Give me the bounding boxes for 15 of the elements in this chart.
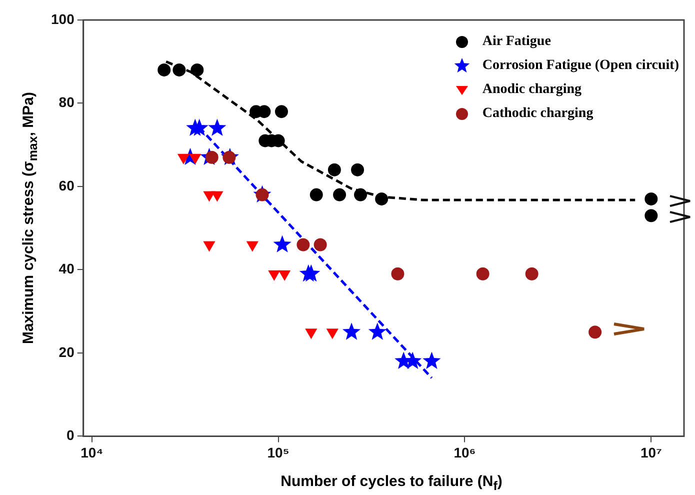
legend-label: Air Fatigue xyxy=(482,34,551,50)
x-tick-label: 10⁷ xyxy=(640,444,662,460)
x-tick-label: 10⁶ xyxy=(454,444,476,460)
legend-label: Cathodic charging xyxy=(482,106,594,122)
x-tick-label: 10⁴ xyxy=(80,444,104,460)
y-tick-label: 20 xyxy=(58,344,75,360)
y-tick-label: 40 xyxy=(58,260,75,277)
legend-label: Anodic charging xyxy=(482,82,582,98)
y-tick-label: 80 xyxy=(58,94,75,110)
y-tick-label: 100 xyxy=(51,10,75,27)
x-axis-title: Number of cycles to failure (N$_{f}$) xyxy=(280,473,504,493)
x-tick-label: 10⁵ xyxy=(267,444,290,460)
y-tick-label: 0 xyxy=(66,427,75,444)
y-tick-label: 60 xyxy=(58,177,75,194)
legend-label: Corrosion Fatigue (Open circuit) xyxy=(482,58,679,74)
